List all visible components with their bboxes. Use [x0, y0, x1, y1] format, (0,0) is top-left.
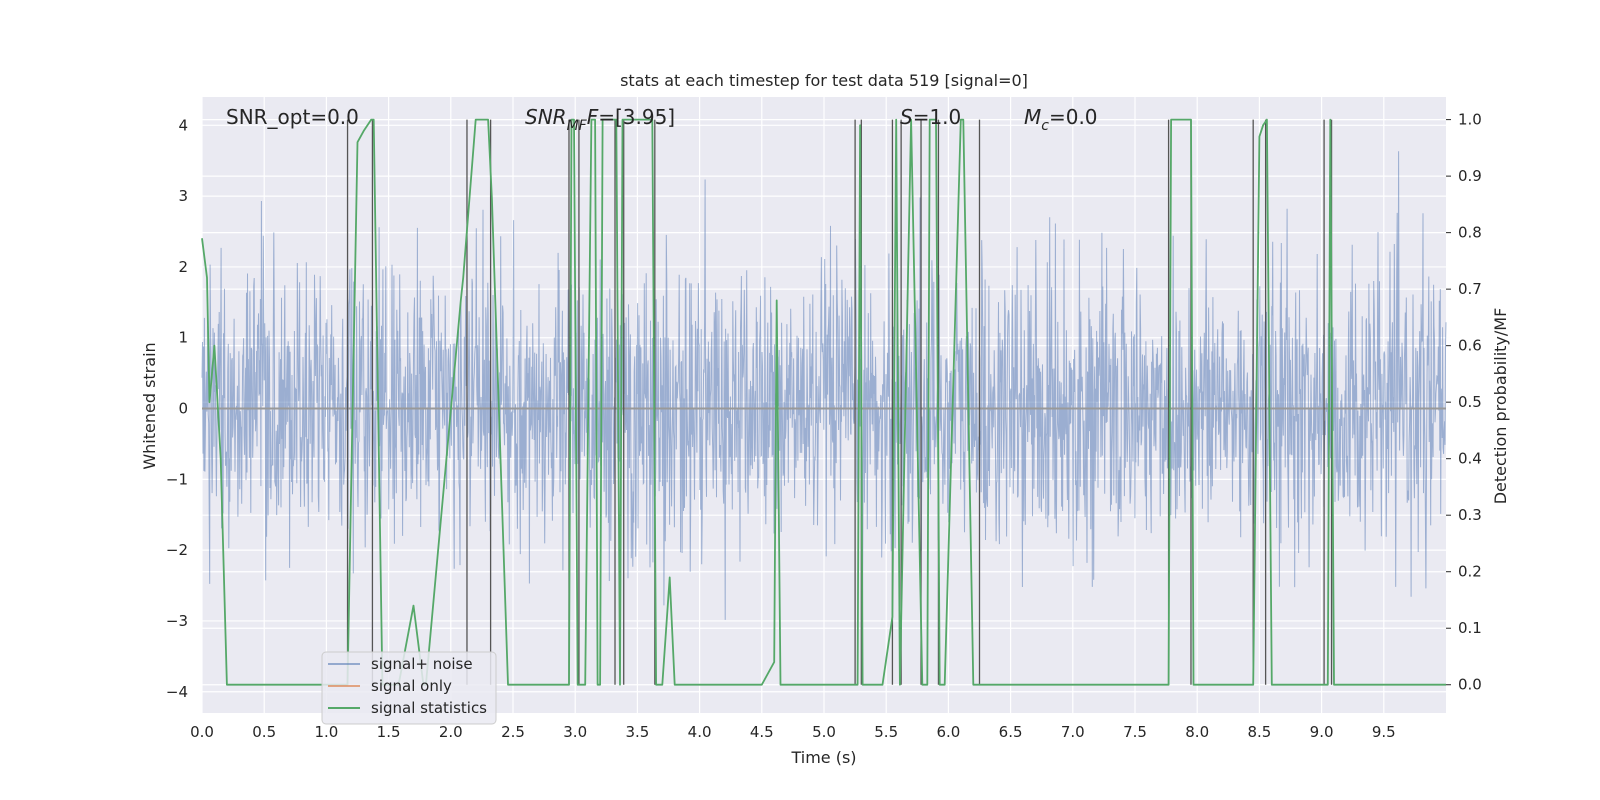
annotation-snr-mf: SNRMFF=[3.95] [525, 105, 675, 134]
y2-tick-label: 0.6 [1458, 337, 1482, 355]
y2-tick-label: 0.7 [1458, 280, 1482, 298]
legend-label-signal-noise: signal+ noise [371, 655, 473, 673]
x-tick-label: 0.5 [252, 723, 276, 741]
x-tick-label: 5.0 [812, 723, 836, 741]
y-tick-label: −3 [166, 612, 188, 630]
legend: signal+ noise signal only signal statist… [321, 651, 497, 725]
y2-tick-label: 1.0 [1458, 111, 1482, 129]
y2-tick-label: 0.9 [1458, 167, 1482, 185]
y2-tick-label: 0.4 [1458, 450, 1482, 468]
chart-title: stats at each timestep for test data 519… [620, 71, 1028, 90]
y2-tick-label: 0.3 [1458, 506, 1482, 524]
annotation-snr-mf-value: =[3.95] [598, 105, 675, 129]
x-tick-label: 7.5 [1123, 723, 1147, 741]
y-tick-label: 0 [178, 400, 188, 418]
annotation-mc-value: =0.0 [1049, 105, 1098, 129]
legend-box [321, 651, 497, 725]
y-tick-label: −1 [166, 470, 188, 488]
y-tick-label: 3 [178, 187, 188, 205]
x-tick-label: 9.5 [1372, 723, 1396, 741]
annotation-snr-mf-f: F [587, 105, 599, 129]
y-tick-label: −4 [166, 683, 188, 701]
x-tick-label: 8.5 [1247, 723, 1271, 741]
x-axis-label: Time (s) [790, 748, 856, 767]
annotation-mc-symbol: M [1024, 105, 1041, 129]
x-tick-label: 8.0 [1185, 723, 1209, 741]
y2-tick-label: 0.1 [1458, 619, 1482, 637]
x-tick-label: 0.0 [190, 723, 214, 741]
x-tick-label: 6.5 [999, 723, 1023, 741]
y-axis-label: Whitened strain [140, 342, 159, 469]
annotation-s-symbol: S [900, 105, 913, 129]
x-tick-label: 7.0 [1061, 723, 1085, 741]
series-signal-noise [201, 151, 1447, 620]
y2-tick-label: 0.2 [1458, 563, 1482, 581]
annotation-mc: Mc=0.0 [1024, 105, 1098, 134]
x-tick-label: 2.5 [501, 723, 525, 741]
x-tick-label: 4.0 [688, 723, 712, 741]
legend-label-signal-statistics: signal statistics [371, 699, 487, 717]
x-tick-label: 1.0 [314, 723, 338, 741]
annotation-s: S=1.0 [900, 105, 961, 129]
annotation-snr-opt: SNR_opt=0.0 [226, 105, 359, 129]
y-tick-label: 4 [178, 116, 188, 134]
annotation-mc-subscript: c [1041, 118, 1049, 134]
x-tick-label: 4.5 [750, 723, 774, 741]
y2-axis-label: Detection probability/MF [1491, 308, 1510, 505]
y-tick-label: −2 [166, 541, 188, 559]
x-tick-label: 9.0 [1310, 723, 1334, 741]
y2-tick-label: 0.5 [1458, 393, 1482, 411]
annotation-snr-mf-subscript: MF [567, 118, 588, 134]
x-tick-label: 5.5 [874, 723, 898, 741]
annotation-snr-mf-symbol: SNR [525, 105, 567, 129]
y2-tick-label: 0.0 [1458, 676, 1482, 694]
x-tick-label: 3.5 [625, 723, 649, 741]
legend-label-signal-only: signal only [371, 677, 452, 695]
detection-markers [346, 119, 1333, 685]
y-tick-label: 2 [178, 258, 188, 276]
annotation-s-value: =1.0 [913, 105, 962, 129]
signal-noise-line [201, 151, 1447, 620]
y-tick-label: 1 [178, 329, 188, 347]
x-tick-label: 6.0 [936, 723, 960, 741]
y2-tick-label: 0.8 [1458, 224, 1482, 242]
x-tick-label: 1.5 [377, 723, 401, 741]
x-tick-label: 2.0 [439, 723, 463, 741]
x-tick-label: 3.0 [563, 723, 587, 741]
